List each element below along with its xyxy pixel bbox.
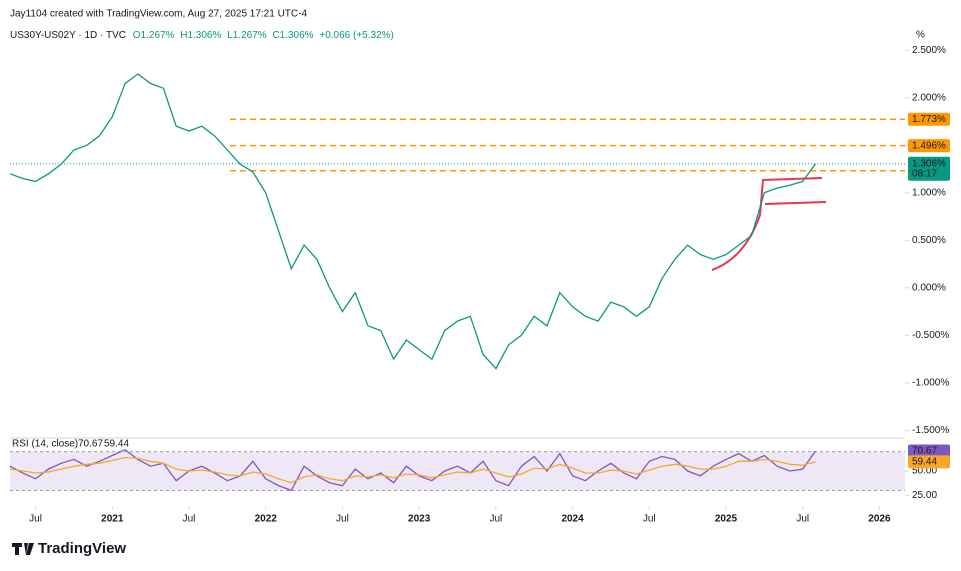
symbol: US30Y-US02Y · 1D · TVC [10, 30, 126, 41]
high: H1.306% [180, 30, 221, 41]
brand-name: TradingView [38, 540, 126, 557]
level-label: 1.773% [912, 114, 946, 125]
y-tick-label: 50.00 [912, 466, 937, 477]
x-tick-label: 2021 [101, 514, 124, 525]
rsi-last-label-bg [908, 455, 950, 469]
x-tick-label: 2026 [868, 514, 891, 525]
level-label-bg [908, 112, 950, 126]
x-tick-label: 2023 [408, 514, 431, 525]
y-tick-label: 2.000% [912, 92, 946, 103]
countdown: 08:17 [912, 168, 937, 179]
y-unit: % [916, 30, 925, 41]
y-tick-label: 2.500% [912, 45, 946, 56]
last-price-bg [908, 156, 950, 181]
rsi-title: RSI (14, close) [12, 439, 78, 450]
rsi-last-label-bg [908, 444, 950, 458]
level-label: 1.496% [912, 140, 946, 151]
y-tick-label: 0.000% [912, 282, 946, 293]
series-line [9, 456, 816, 484]
series-line [9, 73, 817, 370]
y-tick-label: -0.500% [912, 330, 949, 341]
rsi-header-value: 59.44 [104, 439, 129, 450]
annotation-lines [711, 177, 827, 271]
y-tick-label: 25.00 [912, 490, 937, 501]
last-price-label: 1.306% [912, 158, 946, 169]
x-tick-label: Jul [336, 514, 349, 525]
close: C1.306% [272, 30, 313, 41]
rsi-last-label: 59.44 [912, 457, 937, 468]
author-line: Jay1104 created with TradingView.com, Au… [10, 9, 307, 20]
x-tick-label: Jul [796, 514, 809, 525]
x-tick-label: 2024 [561, 514, 584, 525]
rsi-header-value: 70.67 [78, 439, 103, 450]
ohlc-line: US30Y-US02Y · 1D · TVC O1.267% H1.306% L… [10, 30, 394, 41]
y-tick-label: 0.500% [912, 235, 946, 246]
open: O1.267% [133, 30, 175, 41]
y-tick-label: -1.500% [912, 425, 949, 436]
brand-logo [12, 543, 34, 555]
x-tick-label: Jul [183, 514, 196, 525]
x-tick-label: 2022 [255, 514, 278, 525]
rsi-last-label: 70.67 [912, 446, 937, 457]
x-tick-label: Jul [29, 514, 42, 525]
x-tick-label: Jul [489, 514, 502, 525]
brand: TradingView [12, 540, 126, 557]
y-tick-label: 1.000% [912, 187, 946, 198]
y-tick-label: -1.000% [912, 378, 949, 389]
rsi-band [10, 451, 905, 491]
change: +0.066 (+5.32%) [319, 30, 394, 41]
x-tick-label: 2025 [715, 514, 738, 525]
x-tick-label: Jul [643, 514, 656, 525]
level-label-bg [908, 139, 950, 153]
low: L1.267% [227, 30, 267, 41]
